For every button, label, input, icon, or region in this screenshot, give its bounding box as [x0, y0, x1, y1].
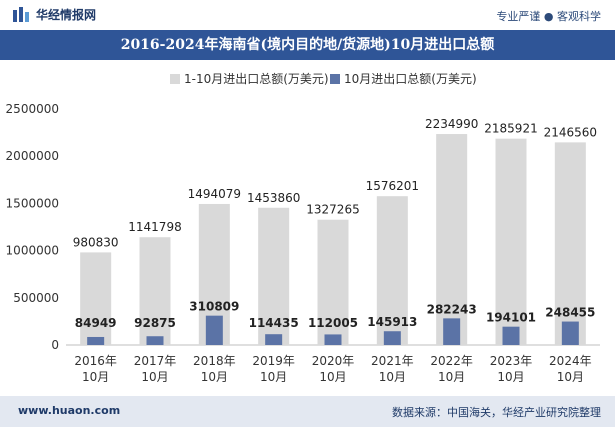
data-label-ytd: 1327265	[306, 203, 359, 217]
x-tick-label-month: 10月	[141, 370, 168, 384]
bar-ytd	[317, 219, 349, 345]
data-label-ytd: 2185921	[484, 122, 537, 136]
brand-name: 华经情报网	[36, 8, 97, 22]
bar-month	[87, 336, 105, 345]
brand: 华经情报网	[12, 6, 96, 23]
x-tick-label-month: 10月	[201, 370, 228, 384]
bar-ytd	[139, 237, 171, 345]
bar-month	[383, 331, 401, 345]
bar-month	[443, 318, 461, 345]
bar-month	[265, 334, 283, 345]
bar-ytd	[258, 207, 290, 345]
legend-label-month: 10月进出口总额(万美元)	[344, 72, 477, 86]
x-tick-label-month: 10月	[438, 370, 465, 384]
x-tick-label-month: 10月	[82, 370, 109, 384]
x-tick-label-month: 10月	[497, 370, 524, 384]
x-tick-label-month: 10月	[319, 370, 346, 384]
data-label-month: 282243	[427, 302, 477, 316]
data-label-month: 114435	[249, 316, 299, 330]
bar-ytd	[80, 252, 112, 345]
data-label-month: 248455	[545, 306, 595, 320]
data-label-ytd: 1141798	[128, 220, 181, 234]
data-label-ytd: 980830	[73, 235, 119, 249]
x-tick-label-month: 10月	[260, 370, 287, 384]
data-label-ytd: 2234990	[425, 117, 478, 131]
y-tick-label: 1500000	[6, 196, 59, 210]
top-bar: 华经情报网 专业严谨 ● 客观科学	[0, 0, 615, 30]
data-label-ytd: 1494079	[188, 187, 241, 201]
x-tick-label-year: 2018年	[193, 354, 236, 368]
brand-logo-icon	[13, 6, 29, 22]
y-tick-label: 0	[51, 338, 59, 352]
x-tick-label-year: 2020年	[312, 354, 355, 368]
x-tick-label-year: 2024年	[549, 354, 592, 368]
data-label-month: 194101	[486, 311, 536, 325]
y-tick-label: 2500000	[6, 102, 59, 116]
data-label-ytd: 1453860	[247, 191, 300, 205]
x-tick-label-month: 10月	[557, 370, 584, 384]
data-label-month: 84949	[75, 316, 117, 330]
data-label-month: 92875	[134, 316, 176, 330]
footer: www.huaon.com 数据来源：中国海关，华经产业研究院整理	[0, 396, 615, 427]
data-label-month: 112005	[308, 316, 358, 330]
bar-ytd	[436, 134, 468, 345]
footer-website: www.huaon.com	[18, 404, 121, 417]
bar-month	[205, 315, 223, 345]
x-tick-label-year: 2019年	[252, 354, 295, 368]
x-tick-label-month: 10月	[379, 370, 406, 384]
tagline: 专业严谨 ● 客观科学	[496, 10, 601, 23]
legend-swatch-ytd	[170, 74, 180, 84]
bar-ytd	[376, 196, 408, 345]
legend-swatch-month	[330, 74, 340, 84]
data-label-month: 310809	[189, 300, 239, 314]
x-tick-label-year: 2016年	[74, 354, 117, 368]
bar-month	[146, 336, 164, 345]
footer-source: 数据来源：中国海关，华经产业研究院整理	[392, 406, 601, 419]
title-bar: 2016-2024年海南省(境内目的地/货源地)10月进出口总额	[0, 30, 615, 60]
bar-ytd	[495, 138, 527, 345]
chart-title: 2016-2024年海南省(境内目的地/货源地)10月进出口总额	[120, 37, 495, 53]
y-tick-label: 1000000	[6, 244, 59, 258]
bar-ytd	[554, 142, 586, 345]
bar-month	[324, 334, 342, 345]
chart: 1-10月进出口总额(万美元) 10月进出口总额(万美元) 0 500000 10000…	[6, 72, 600, 384]
y-tick-label: 500000	[13, 291, 59, 305]
x-tick-label-year: 2021年	[371, 354, 414, 368]
data-label-ytd: 2146560	[544, 125, 597, 139]
y-tick-label: 2000000	[6, 149, 59, 163]
data-label-ytd: 1576201	[366, 179, 419, 193]
bar-month	[561, 321, 579, 345]
data-label-month: 145913	[367, 315, 417, 329]
x-tick-label-year: 2023年	[490, 354, 533, 368]
x-tick-label-year: 2017年	[134, 354, 177, 368]
x-tick-label-year: 2022年	[430, 354, 473, 368]
bar-month	[502, 326, 520, 345]
legend-label-ytd: 1-10月进出口总额(万美元)	[184, 72, 329, 86]
